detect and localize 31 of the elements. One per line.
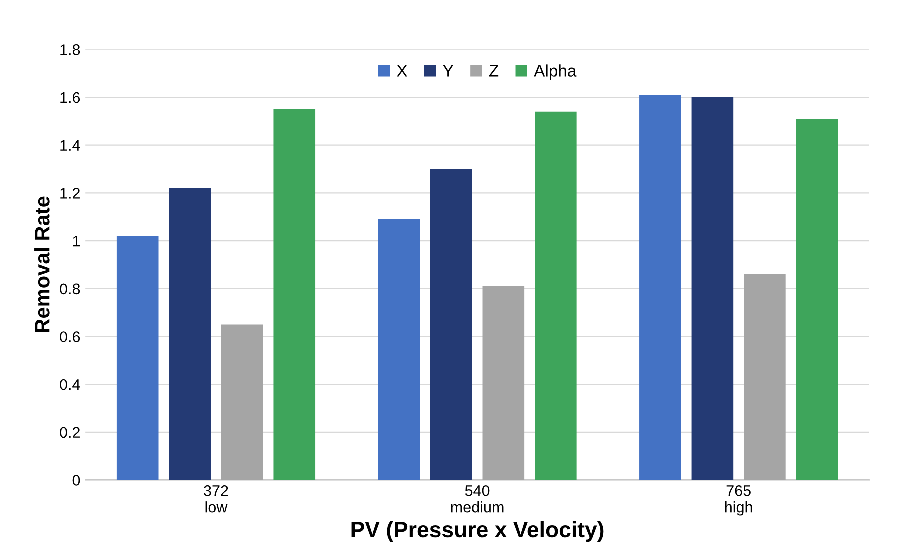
bar <box>796 119 838 480</box>
x-axis-title: PV (Pressure x Velocity) <box>352 521 604 542</box>
bar <box>535 112 577 480</box>
legend-label: Y <box>443 65 454 77</box>
bar <box>640 95 682 480</box>
legend-label: Alpha <box>534 64 577 80</box>
y-tick-label: 0.8 <box>60 284 80 295</box>
y-tick-label: 0.2 <box>60 427 80 438</box>
legend-label: Z <box>489 65 499 77</box>
bar <box>169 188 212 480</box>
bar <box>116 236 159 480</box>
y-tick-label: 1.6 <box>60 92 80 104</box>
bar <box>274 109 316 480</box>
y-axis-title: Removal Rate <box>34 196 50 332</box>
legend-label: X <box>397 65 408 77</box>
bar <box>378 220 420 480</box>
bar <box>221 324 264 480</box>
x-tick-label: 540 medium <box>451 486 504 513</box>
bar <box>430 169 472 480</box>
y-tick-label: 1 <box>73 236 80 247</box>
x-tick-label: 765 high <box>725 486 752 516</box>
y-tick-label: 0 <box>72 475 80 486</box>
y-tick-label: 0.6 <box>60 332 80 342</box>
y-tick-label: 1.2 <box>60 188 80 199</box>
bar <box>482 286 525 480</box>
y-tick-label: 0.4 <box>60 379 80 390</box>
bar <box>744 274 786 480</box>
y-tick-label: 1.8 <box>60 44 80 56</box>
y-tick-label: 1.4 <box>60 140 80 151</box>
x-tick-label: 372 low <box>204 486 228 513</box>
bar <box>692 98 734 480</box>
